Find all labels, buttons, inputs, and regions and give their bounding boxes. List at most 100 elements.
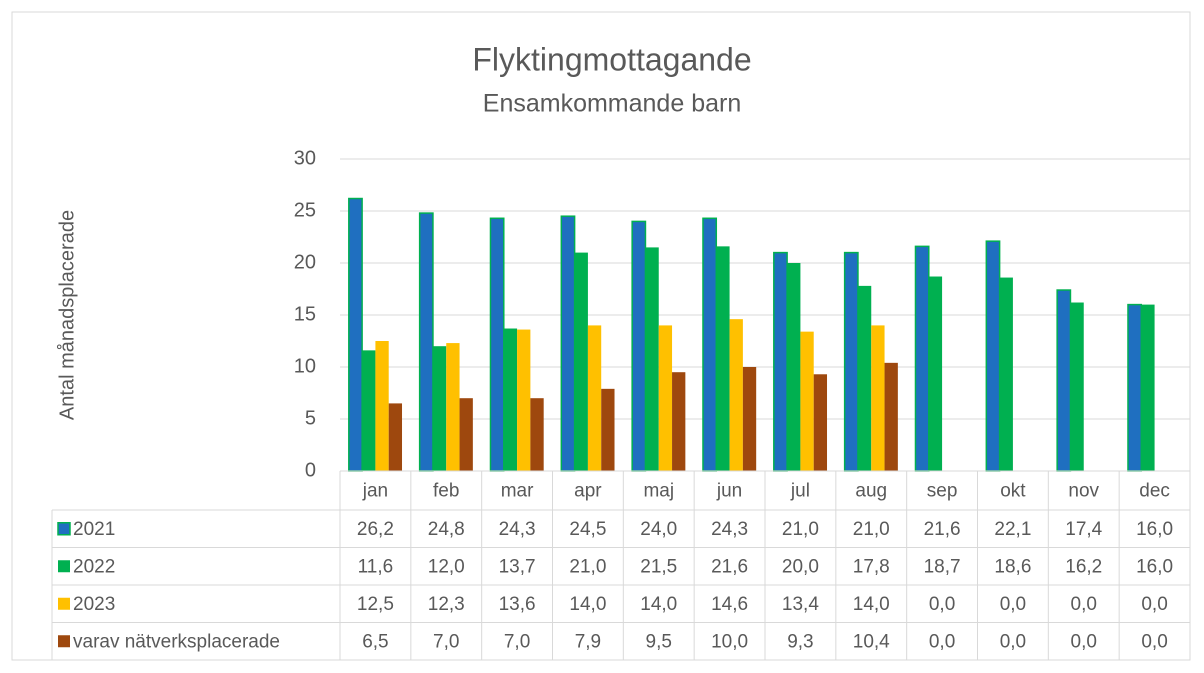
chart-title: Flyktingmottagande bbox=[472, 41, 751, 77]
table-value: 6,5 bbox=[362, 631, 388, 652]
bar bbox=[631, 220, 647, 472]
table-value: 7,0 bbox=[504, 631, 530, 652]
bar bbox=[517, 329, 531, 471]
bar bbox=[857, 285, 872, 471]
table-value: 9,3 bbox=[787, 631, 813, 652]
table-value: 17,8 bbox=[853, 556, 890, 577]
bar bbox=[871, 325, 885, 471]
bar bbox=[914, 245, 930, 472]
bar bbox=[716, 246, 730, 471]
table-value: 21,0 bbox=[569, 556, 606, 577]
chart-subtitle: Ensamkommande barn bbox=[483, 90, 741, 118]
table-value: 12,0 bbox=[428, 556, 465, 577]
bar bbox=[843, 251, 859, 472]
table-value: 12,5 bbox=[357, 594, 394, 615]
table-value: 0,0 bbox=[929, 631, 955, 652]
bar bbox=[530, 398, 544, 471]
bar bbox=[1141, 304, 1155, 471]
bar bbox=[702, 217, 718, 472]
table-value: 14,0 bbox=[853, 594, 890, 615]
legend-label: varav nätverksplacerade bbox=[73, 631, 280, 652]
bar bbox=[560, 215, 576, 472]
y-tick-label: 25 bbox=[294, 199, 316, 221]
table-value: 16,0 bbox=[1136, 519, 1173, 540]
table-value: 7,9 bbox=[575, 631, 601, 652]
bar bbox=[884, 362, 898, 471]
y-tick-label: 30 bbox=[294, 147, 316, 169]
bar bbox=[800, 331, 814, 471]
bar bbox=[742, 367, 757, 471]
x-tick-label: jun bbox=[716, 481, 742, 502]
table-value: 0,0 bbox=[929, 594, 955, 615]
table-value: 18,7 bbox=[924, 556, 961, 577]
table-value: 9,5 bbox=[646, 631, 672, 652]
x-tick-label: sep bbox=[927, 481, 958, 502]
table-value: 24,8 bbox=[428, 519, 465, 540]
y-tick-label: 0 bbox=[305, 459, 316, 481]
table-value: 24,3 bbox=[499, 519, 536, 540]
table-value: 21,6 bbox=[924, 519, 961, 540]
bar bbox=[999, 277, 1013, 471]
table-value: 0,0 bbox=[1141, 594, 1167, 615]
bar bbox=[1070, 302, 1084, 471]
legend-key bbox=[58, 597, 70, 610]
table-value: 21,5 bbox=[640, 556, 677, 577]
x-tick-label: nov bbox=[1068, 481, 1099, 502]
x-tick-label: feb bbox=[433, 481, 459, 502]
table-value: 10,0 bbox=[711, 631, 748, 652]
legend-label: 2021 bbox=[73, 519, 115, 540]
bar bbox=[459, 398, 473, 471]
bar bbox=[587, 325, 602, 471]
legend-label: 2023 bbox=[73, 594, 115, 615]
legend-key bbox=[57, 522, 71, 536]
table-value: 13,4 bbox=[782, 594, 819, 615]
x-tick-label: okt bbox=[1000, 481, 1026, 502]
y-tick-label: 20 bbox=[294, 251, 316, 273]
table-value: 0,0 bbox=[1071, 594, 1097, 615]
table-value: 12,3 bbox=[428, 594, 465, 615]
bar bbox=[489, 217, 505, 472]
table-value: 0,0 bbox=[1000, 631, 1026, 652]
bar bbox=[645, 247, 659, 471]
table-value: 14,0 bbox=[640, 594, 677, 615]
bar bbox=[362, 350, 376, 471]
x-tick-label: jul bbox=[790, 481, 810, 502]
table-value: 13,7 bbox=[499, 556, 536, 577]
x-tick-label: dec bbox=[1139, 481, 1170, 502]
x-tick-label: apr bbox=[574, 481, 602, 502]
table-value: 7,0 bbox=[433, 631, 459, 652]
bar bbox=[432, 346, 447, 471]
table-value: 17,4 bbox=[1065, 519, 1102, 540]
table-value: 16,2 bbox=[1065, 556, 1102, 577]
table-value: 10,4 bbox=[853, 631, 890, 652]
table-value: 24,5 bbox=[569, 519, 606, 540]
table-value: 14,6 bbox=[711, 594, 748, 615]
bar bbox=[985, 240, 1001, 472]
table-value: 21,6 bbox=[711, 556, 748, 577]
table-value: 24,3 bbox=[711, 519, 748, 540]
x-tick-label: mar bbox=[501, 481, 534, 502]
bar bbox=[1127, 303, 1143, 472]
bar bbox=[503, 328, 518, 471]
table-value: 0,0 bbox=[1071, 631, 1097, 652]
table-value: 21,0 bbox=[853, 519, 890, 540]
bar bbox=[375, 341, 389, 471]
x-tick-label: aug bbox=[855, 481, 887, 502]
x-tick-label: maj bbox=[643, 481, 674, 502]
legend-label: 2022 bbox=[73, 556, 115, 577]
table-value: 24,0 bbox=[640, 519, 677, 540]
table-value: 13,6 bbox=[499, 594, 536, 615]
table-value: 18,6 bbox=[994, 556, 1031, 577]
bar bbox=[672, 372, 686, 471]
bar bbox=[446, 343, 460, 471]
bar bbox=[658, 325, 673, 471]
table-value: 0,0 bbox=[1141, 631, 1167, 652]
legend-key bbox=[58, 635, 70, 648]
y-tick-label: 5 bbox=[305, 407, 316, 429]
bar bbox=[729, 319, 743, 471]
x-tick-label: jan bbox=[362, 481, 388, 502]
bar bbox=[388, 403, 403, 471]
table-value: 26,2 bbox=[357, 519, 394, 540]
y-axis-label: Antal månadsplacerade bbox=[56, 210, 78, 420]
y-tick-label: 15 bbox=[294, 303, 316, 325]
